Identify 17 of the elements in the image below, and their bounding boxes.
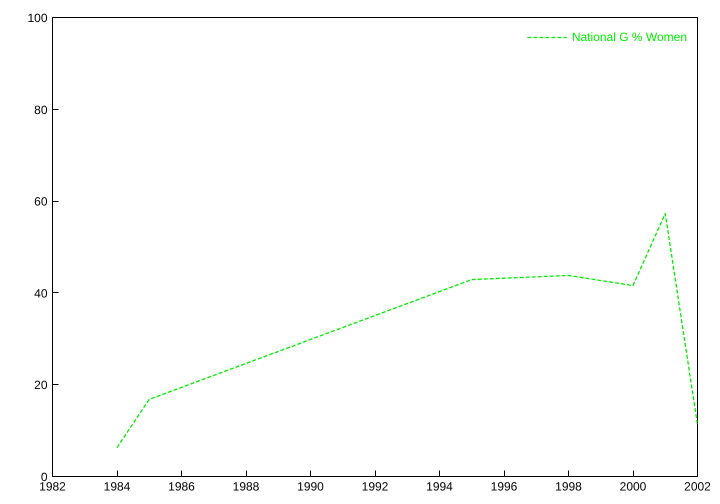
x-tick-label: 1984 — [104, 480, 131, 494]
y-tick-label: 60 — [34, 194, 48, 209]
x-tick-label: 1986 — [168, 480, 196, 494]
y-tick-label: 20 — [34, 378, 48, 392]
line-series — [116, 212, 698, 448]
legend-label: National G % Women — [572, 30, 687, 44]
y-tick-label: 100 — [27, 11, 48, 25]
x-tick-label: 1994 — [426, 480, 454, 494]
x-tick-label: 1996 — [490, 480, 518, 494]
y-tick-label: 80 — [34, 102, 48, 117]
x-tick-label: 1990 — [297, 480, 324, 494]
x-tick-label: 1992 — [362, 480, 389, 494]
x-tick-label: 2002 — [684, 480, 712, 494]
x-tick-label: 1998 — [555, 480, 582, 494]
x-tick-label: 2000 — [620, 480, 647, 494]
y-tick-label: 40 — [34, 286, 48, 300]
x-tick-label: 1988 — [232, 480, 260, 494]
